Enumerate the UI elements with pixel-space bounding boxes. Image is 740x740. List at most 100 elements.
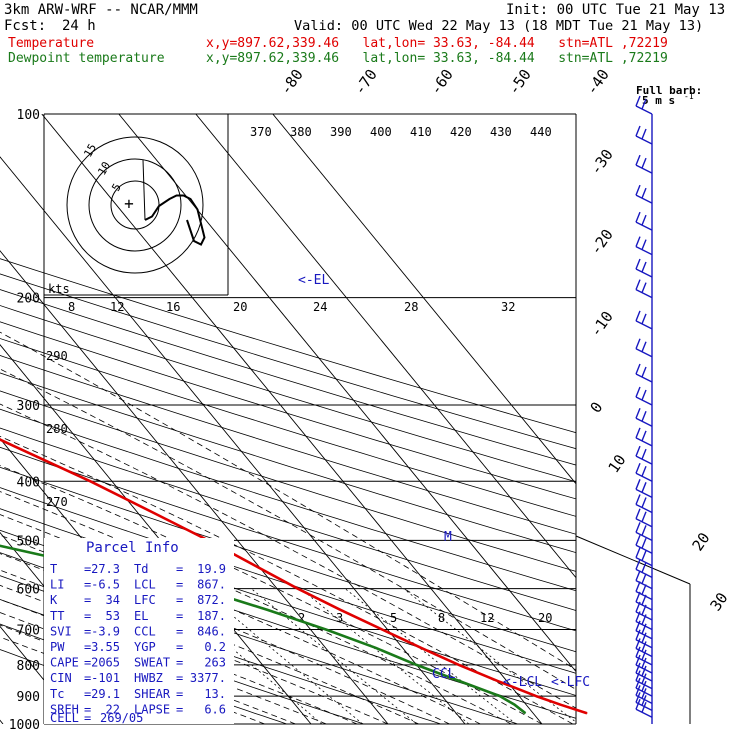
wind-barb-flag: [641, 341, 647, 353]
wind-barb-flag: [635, 258, 641, 270]
parcel-value: 3.55: [91, 640, 120, 654]
wind-speed-axis-label: 20: [233, 300, 247, 314]
wind-barb-flag: [641, 688, 647, 699]
hodograph-ring-label: 15: [81, 142, 99, 160]
sounding-point: [586, 712, 588, 714]
parcel-key: T: [50, 562, 57, 576]
isotherm-line: [272, 114, 576, 485]
wind-barb-flag: [641, 562, 647, 573]
wind-barb-flag: [635, 581, 641, 592]
wind-barb-flag: [635, 310, 641, 322]
temperature-axis-label: -60: [427, 66, 457, 99]
temperature-axis-label: -40: [583, 66, 613, 99]
wind-barb-flag: [641, 657, 647, 669]
theta-label: 430: [490, 125, 512, 139]
hodograph-ring: [88, 158, 182, 252]
wind-barb-staff: [635, 503, 653, 514]
wind-barb-flag: [641, 632, 647, 644]
temperature-axis-label: 20: [689, 529, 714, 554]
wind-barb-flag: [635, 699, 641, 710]
wind-speed-axis-label: 16: [166, 300, 180, 314]
dry-adiabat-line: [0, 599, 366, 724]
dry-adiabat-line: [0, 258, 576, 434]
isotherm-line: [195, 114, 576, 579]
wind-barb-staff: [635, 472, 653, 482]
parcel-value: 872.: [197, 593, 226, 607]
wind-barb-flag: [641, 702, 647, 713]
parcel-eq: =: [84, 593, 91, 607]
parcel-cell-label: CELL: [50, 711, 79, 725]
theta-label: 400: [370, 125, 392, 139]
parcel-eq: =: [84, 640, 91, 654]
dewpoint-legend-label: Dewpoint temperature: [8, 51, 165, 66]
parcel-value: 187.: [197, 609, 226, 623]
parcel-eq: =: [176, 562, 183, 576]
wind-barb-flag: [635, 646, 641, 658]
wind-barb-flag: [635, 445, 641, 457]
wind-barb-staff: [635, 694, 653, 704]
dewpoint-station-info: x,y=897.62,339.46 lat,lon= 33.63, -84.44…: [206, 51, 668, 66]
parcel-title: Parcel Info: [86, 540, 179, 556]
wind-speed-axis-label: 28: [404, 300, 418, 314]
pressure-label: 700: [17, 624, 40, 639]
theta-left-label: 290: [46, 349, 68, 363]
parcel-value: -3.9: [91, 624, 120, 638]
fcst-value: 24 h: [62, 18, 96, 34]
parcel-eq: =: [176, 702, 183, 716]
wind-barb-flag: [641, 525, 647, 536]
temperature-axis-label: -30: [587, 146, 617, 179]
parcel-key: YGP: [134, 640, 156, 654]
parcel-key: LI: [50, 578, 64, 592]
wind-speed-axis-label: 8: [68, 300, 75, 314]
parcel-eq: =: [176, 578, 183, 592]
temperature-axis-label: -20: [587, 226, 617, 259]
sounding-point: [325, 629, 327, 631]
wind-barb-flag: [641, 695, 647, 706]
wind-barb-flag: [635, 638, 641, 649]
wind-barb-staff: [635, 601, 653, 611]
dry-adiabat-line: [0, 273, 576, 450]
wind-barb-flag: [641, 157, 647, 169]
corner-edge: [575, 535, 691, 585]
hodograph-storm-motion-line: [142, 159, 146, 221]
parcel-key: Tc: [50, 687, 64, 701]
wind-barb-staff: [635, 531, 653, 541]
wind-barb-staff: [635, 708, 653, 718]
parcel-value: 34: [106, 593, 120, 607]
parcel-value: 6.6: [204, 702, 226, 716]
sounding-point: [152, 511, 154, 513]
parcel-value: 846.: [197, 624, 226, 638]
wind-barb-flag: [635, 338, 641, 350]
moist-adiabat-line: [0, 368, 576, 690]
wind-barbs: Full barb:5 m s -1: [635, 84, 702, 724]
wind-barb-flag: [635, 95, 641, 107]
wind-speed-axis-label: 32: [501, 300, 515, 314]
wind-barb-staff: [635, 580, 653, 590]
wind-barb-staff: [635, 437, 653, 447]
wind-barb-flag: [641, 128, 647, 140]
wind-barb-flag: [635, 386, 641, 398]
sounding-point: [13, 445, 15, 447]
parcel-key: CCL: [134, 624, 156, 638]
parcel-eq: =: [84, 711, 91, 725]
parcel-eq: =: [176, 687, 183, 701]
wind-barb-flag: [635, 559, 641, 570]
wind-barb-flag: [641, 98, 647, 110]
mixing-ratio-line: [300, 588, 470, 724]
dry-adiabat-line: [0, 408, 576, 592]
pressure-label: 600: [17, 583, 40, 598]
wind-barb-staff: [635, 620, 653, 631]
wind-barb-flag: [635, 479, 641, 490]
mixing-ratio-label: 12: [480, 611, 494, 625]
wind-barb-staff: [635, 656, 653, 666]
sounding-point: [560, 704, 562, 706]
parcel-key: K: [50, 593, 58, 607]
wind-barb-flag: [641, 497, 647, 508]
parcel-key: SVI: [50, 624, 72, 638]
pressure-label: 1000: [9, 718, 40, 733]
wind-barb-flag: [635, 427, 641, 439]
parcel-eq: =: [176, 624, 183, 638]
wind-barb-flag: [635, 522, 641, 533]
wind-barb-staff: [635, 664, 653, 674]
wind-barb-flag: [635, 154, 641, 166]
